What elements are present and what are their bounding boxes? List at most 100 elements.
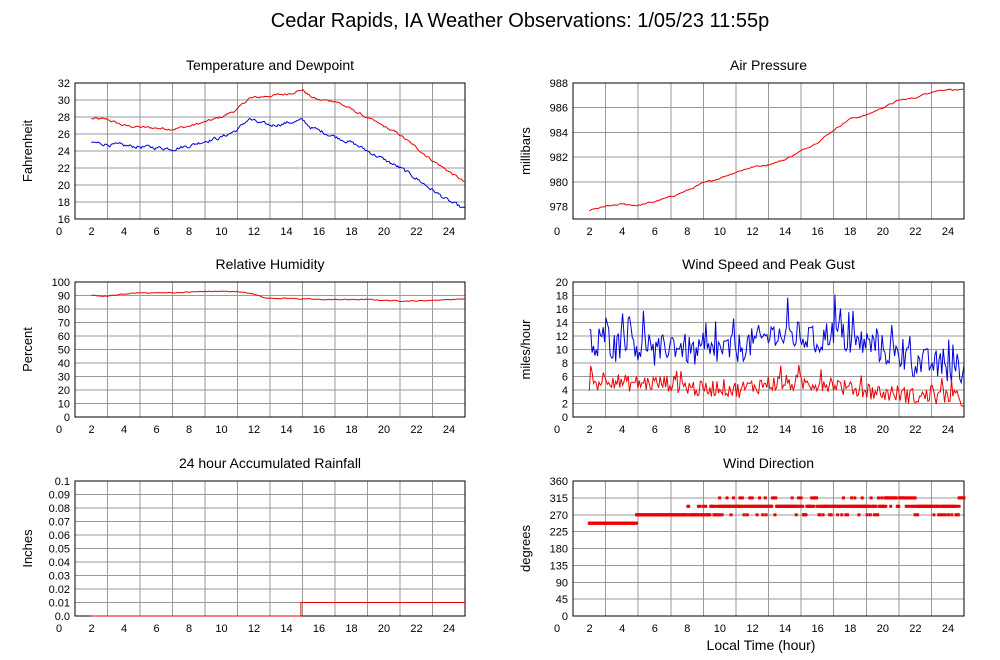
humidity-y-tick-label: 30 (58, 372, 70, 384)
pressure-x-tick-label: 12 (746, 226, 758, 238)
rain-x-tick-label: 18 (345, 623, 357, 635)
direction-point (940, 504, 944, 508)
wind-y-tick-label: 6 (562, 372, 568, 384)
direction-point (701, 504, 705, 508)
humidity-x-tick-label: 10 (215, 424, 227, 436)
rain-x-tick-label: 16 (313, 623, 325, 635)
direction-point (772, 496, 776, 500)
direction-x-tick-label: 0 (554, 623, 560, 635)
direction-point (841, 496, 845, 500)
temp-x-tick-label: 8 (186, 226, 192, 238)
pressure-y-tick-label: 980 (550, 177, 568, 189)
direction-point (729, 513, 733, 517)
direction-point (748, 496, 752, 500)
direction-point (876, 513, 880, 517)
direction-point (732, 496, 735, 500)
humidity-series-red-line (91, 290, 466, 302)
pressure-x-tick-label: 24 (942, 226, 954, 238)
direction-points-segment-2 (682, 504, 722, 517)
direction-point (840, 513, 844, 517)
direction-y-tick-label: 0 (562, 611, 568, 623)
direction-y-axis-label: degrees (518, 525, 533, 572)
temp-x-tick-label: 18 (345, 226, 357, 238)
direction-point (845, 504, 849, 508)
temp-x-tick-label: 2 (88, 226, 94, 238)
temp-y-tick-label: 32 (58, 78, 70, 90)
direction-point (763, 496, 767, 500)
humidity-y-tick-label: 50 (58, 345, 70, 357)
direction-points-segment-1 (635, 513, 686, 517)
pressure-x-tick-label: 22 (909, 226, 921, 238)
wind-y-tick-label: 16 (556, 304, 568, 316)
humidity-x-tick-label: 12 (248, 424, 260, 436)
wind-x-tick-label: 16 (812, 424, 824, 436)
humidity-x-tick-label: 16 (313, 424, 325, 436)
direction-title: Wind Direction (723, 455, 814, 471)
direction-point (760, 504, 764, 508)
rain-y-tick-label: 0.09 (49, 490, 70, 502)
x-axis-title: Local Time (hour) (707, 637, 816, 653)
pressure-x-tick-label: 0 (554, 226, 560, 238)
rain-y-tick-label: 0.03 (49, 571, 70, 583)
humidity-y-tick-label: 40 (58, 358, 70, 370)
rain-y-tick-label: 0.1 (55, 476, 70, 488)
pressure-x-tick-label: 14 (779, 226, 791, 238)
temp-y-tick-label: 26 (58, 129, 70, 141)
direction-point (793, 504, 797, 508)
direction-point (715, 504, 719, 508)
direction-point (728, 504, 732, 508)
pressure-x-tick-label: 18 (844, 226, 856, 238)
direction-point (770, 504, 774, 508)
direction-point (749, 504, 753, 508)
humidity-y-tick-label: 0 (64, 412, 70, 424)
pressure-x-tick-label: 8 (684, 226, 690, 238)
direction-point (916, 513, 920, 517)
temp-x-tick-label: 10 (215, 226, 227, 238)
temp-y-tick-label: 20 (58, 180, 70, 192)
wind-y-tick-label: 12 (556, 331, 568, 343)
direction-point (815, 496, 819, 500)
rain-x-tick-label: 6 (153, 623, 159, 635)
direction-point (712, 513, 716, 517)
rain-x-tick-label: 0 (56, 623, 62, 635)
direction-point (843, 504, 847, 508)
direction-frame (572, 480, 965, 617)
direction-point (761, 513, 765, 517)
direction-points-segment-4 (791, 496, 888, 517)
direction-point (907, 496, 911, 500)
temp-series-blue-line (91, 117, 466, 209)
direction-point (835, 504, 839, 508)
direction-point (737, 504, 741, 508)
direction-point (856, 504, 860, 508)
direction-point (703, 513, 707, 517)
direction-point (711, 504, 715, 508)
wind-y-tick-label: 14 (556, 318, 568, 330)
wind-x-tick-label: 6 (652, 424, 658, 436)
direction-point (938, 513, 942, 517)
direction-point (950, 513, 954, 517)
pressure-x-tick-label: 4 (619, 226, 625, 238)
rain-x-tick-label: 24 (443, 623, 455, 635)
wind-x-tick-label: 0 (554, 424, 560, 436)
pressure-y-tick-label: 986 (550, 103, 568, 115)
wind-y-tick-label: 20 (556, 277, 568, 289)
direction-point (827, 504, 831, 508)
direction-point (953, 504, 957, 508)
rain-y-tick-label: 0.0 (55, 611, 70, 623)
wind-x-tick-label: 20 (877, 424, 889, 436)
wind-x-tick-label: 2 (587, 424, 593, 436)
pressure-y-tick-label: 978 (550, 202, 568, 214)
humidity-x-tick-label: 22 (410, 424, 422, 436)
rain-series-red-line (91, 602, 465, 617)
direction-point (820, 504, 824, 508)
direction-point (811, 504, 814, 508)
wind-series-blue-line (589, 294, 965, 385)
temp-x-tick-label: 20 (378, 226, 390, 238)
humidity-x-tick-label: 2 (88, 424, 94, 436)
direction-point (701, 513, 704, 517)
direction-point (894, 496, 898, 500)
direction-point (880, 496, 884, 500)
direction-point (758, 496, 761, 500)
direction-point (635, 521, 638, 525)
